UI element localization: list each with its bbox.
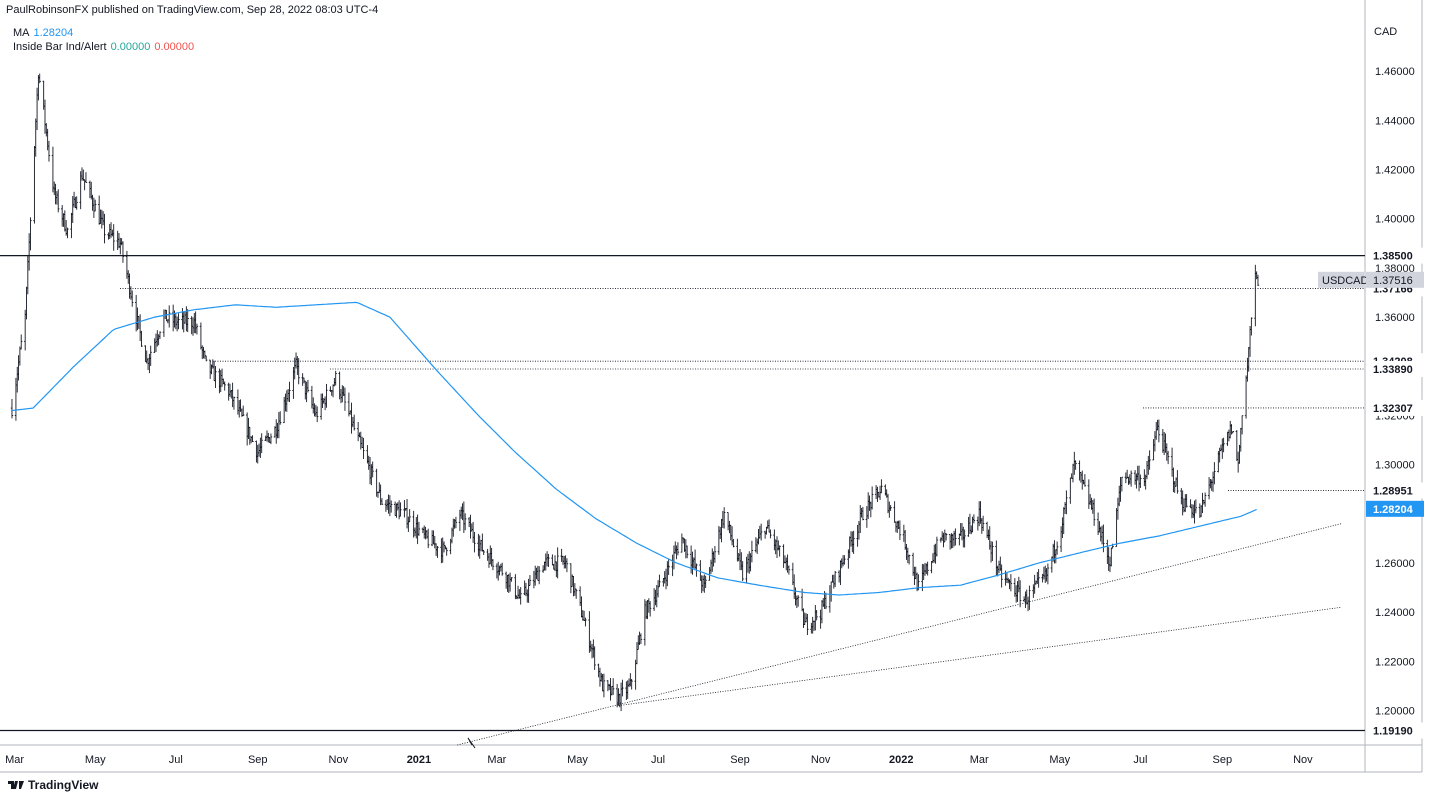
y-tick-label: 1.26000 [1375,558,1415,570]
x-tick-label: Nov [811,754,831,766]
x-tick-label: Nov [1293,754,1313,766]
x-tick-label: Nov [329,754,349,766]
y-tick-label: 1.46000 [1375,66,1415,78]
inside-bar-legend-label: Inside Bar Ind/Alert [13,41,107,53]
x-tick-label: May [85,754,106,766]
y-tick-label: 1.24000 [1375,607,1415,619]
price-level-label: 1.32307 [1373,403,1413,415]
tradingview-logo-icon [8,781,24,789]
price-level-label: 1.38500 [1373,251,1413,263]
price-level-label: 1.28951 [1373,485,1413,497]
x-tick-label: Jul [1133,754,1147,766]
x-tick-label: Jul [651,754,665,766]
ma-legend-value: 1.28204 [33,27,74,39]
drawing-arrow-icon[interactable] [467,737,476,749]
x-tick-label: Mar [5,754,24,766]
price-level-label-bg [1366,399,1424,416]
last-price-label: 1.37516 [1373,275,1413,287]
x-tick-label: May [567,754,588,766]
price-level-label-bg [1366,482,1424,499]
price-level-label-bg [1366,247,1424,264]
symbol-tag: USDCAD [1322,275,1369,287]
indicator-legend: MA 1.28204 Inside Bar Ind/Alert 0.00000 0.0… [13,26,194,54]
moving-average-line[interactable] [11,301,1257,596]
y-tick-label: 1.42000 [1375,165,1415,177]
x-tick-label: Sep [730,754,750,766]
x-tick-label: 2022 [889,754,913,766]
x-tick-label: Mar [970,754,989,766]
x-tick-label: Sep [248,754,268,766]
x-tick-label: May [1049,754,1070,766]
trendline[interactable] [457,523,1342,746]
y-tick-label: 1.20000 [1375,706,1415,718]
x-tick-label: Jul [169,754,183,766]
symbol-tag-bg [1318,271,1364,288]
price-level-label-bg [1366,360,1424,377]
publisher-caption: PaulRobinsonFX published on TradingView.… [6,4,379,16]
y-tick-label: 1.36000 [1375,312,1415,324]
footer-brand-text: TradingView [28,778,99,792]
y-tick-label: 1.44000 [1375,115,1415,127]
y-tick-label: 1.40000 [1375,214,1415,226]
y-tick-label: 1.30000 [1375,460,1415,472]
x-tick-label: Sep [1213,754,1233,766]
price-level-label: 1.19190 [1373,725,1413,737]
x-tick-label: Mar [487,754,506,766]
last-price-label-bg [1366,271,1424,288]
price-level-label: 1.33890 [1373,364,1413,376]
inside-bar-green-value: 0.00000 [110,41,151,53]
inside-bar-red-value: 0.00000 [154,41,195,53]
footer-brand[interactable]: TradingView [8,778,98,792]
ma-legend-row[interactable]: MA 1.28204 [13,26,194,40]
axis-currency-label: CAD [1374,26,1398,38]
ma-legend-label: MA [13,27,30,39]
ma-value-label: 1.28204 [1373,504,1414,516]
x-tick-label: 2021 [407,754,431,766]
y-tick-label: 1.22000 [1375,656,1415,668]
inside-bar-legend-row[interactable]: Inside Bar Ind/Alert 0.00000 0.00000 [13,40,194,54]
trendline[interactable] [618,606,1342,707]
ma-value-label-bg [1366,500,1424,517]
price-level-label-bg [1366,722,1424,739]
